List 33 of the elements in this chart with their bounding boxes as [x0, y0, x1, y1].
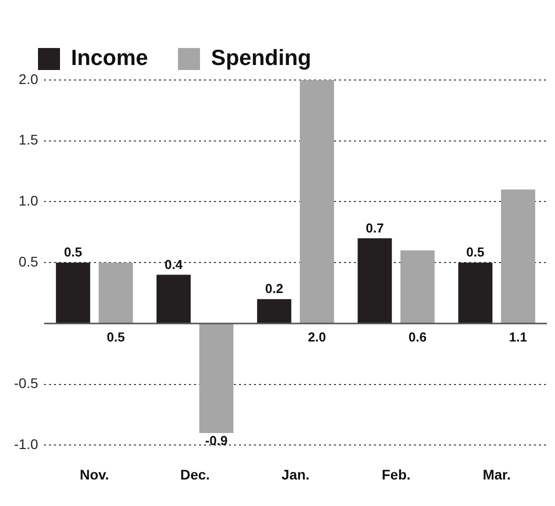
- data-label: 0.7: [366, 220, 384, 236]
- bar: [98, 262, 133, 324]
- legend-label: Income: [71, 45, 148, 70]
- y-tick-label: 1.5: [18, 132, 38, 148]
- x-tick-label: Jan.: [282, 466, 310, 482]
- bar: [500, 190, 536, 324]
- x-tick-label: Dec.: [180, 466, 210, 482]
- data-label: 0.4: [164, 256, 184, 272]
- bar: [300, 80, 334, 324]
- data-label: 1.1: [509, 330, 528, 345]
- legend-label: Spending: [211, 45, 312, 70]
- bar: [358, 238, 392, 324]
- x-tick-label: Nov.: [80, 466, 110, 482]
- bar: [400, 250, 435, 324]
- y-tick-label: -0.5: [14, 375, 38, 392]
- bar: [257, 299, 292, 324]
- data-label: 2.0: [308, 330, 326, 345]
- data-label: 0.5: [466, 244, 484, 260]
- x-tick-label: Feb.: [382, 466, 411, 482]
- y-tick-label: -1.0: [14, 436, 38, 452]
- data-label: 0.5: [106, 330, 125, 345]
- data-label: 0.5: [64, 244, 82, 260]
- y-tick-label: 0.5: [18, 253, 38, 270]
- data-label: 0.6: [408, 330, 427, 345]
- y-tick-label: 1.0: [18, 192, 38, 209]
- data-label: -0.9: [205, 433, 228, 448]
- data-label: 0.2: [265, 281, 284, 296]
- x-tick-label: Mar.: [482, 466, 511, 482]
- y-tick-label: 2.0: [18, 70, 38, 87]
- bar: [199, 323, 234, 434]
- bar: [458, 262, 492, 324]
- bar: [156, 274, 191, 324]
- bar: [56, 262, 90, 324]
